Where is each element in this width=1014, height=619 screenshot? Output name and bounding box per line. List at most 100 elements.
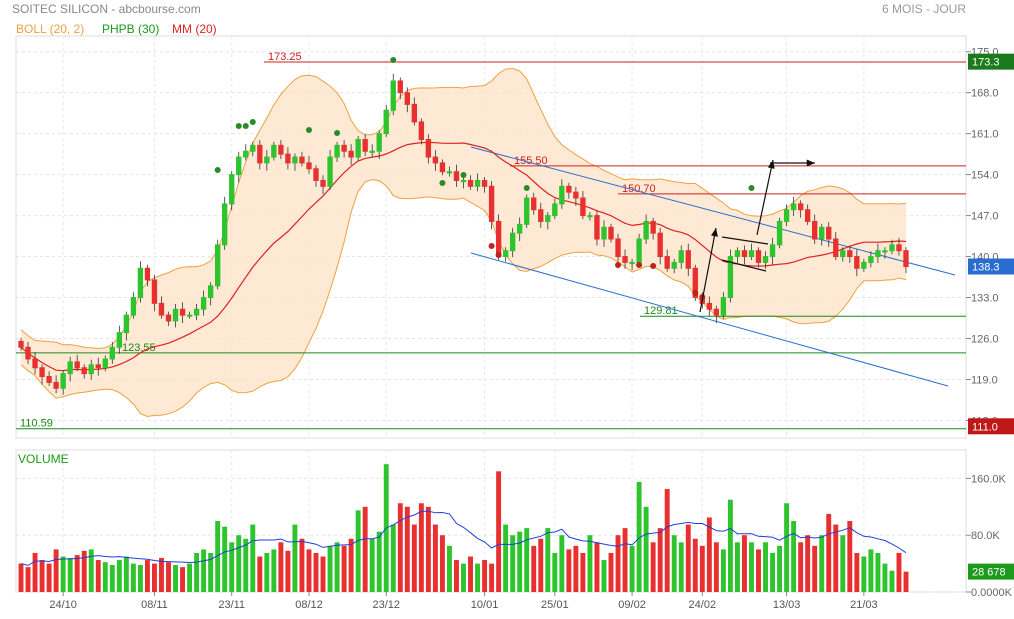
candle-body: [769, 244, 776, 258]
candle-body: [250, 144, 256, 152]
volume-bar: [81, 550, 87, 592]
candle-body: [243, 150, 249, 158]
candle-body: [418, 121, 425, 140]
candle-body: [790, 203, 797, 211]
candle-body: [207, 285, 214, 299]
y-tick-label: 126.0: [971, 334, 999, 346]
candle-body: [236, 156, 242, 176]
volume-bar: [847, 521, 853, 592]
candle-body: [847, 250, 853, 258]
candle-body: [502, 250, 509, 258]
candle-body: [397, 80, 403, 94]
level-label: 123.55: [122, 342, 156, 354]
candle-body: [123, 314, 130, 334]
candle-body: [727, 256, 734, 299]
volume-bar: [622, 528, 628, 592]
volume-bar: [566, 549, 572, 592]
candle-body: [566, 185, 572, 193]
volume-bar: [531, 545, 537, 592]
level-label: 173.25: [268, 51, 302, 63]
annotation-flag-line: [721, 236, 769, 245]
volume-bar: [868, 549, 874, 592]
candle-body: [369, 150, 375, 153]
candle-body: [320, 179, 326, 187]
candle-body: [25, 346, 31, 360]
volume-bar: [404, 506, 410, 592]
volume-bar: [882, 563, 888, 592]
candle-body: [151, 279, 158, 304]
volume-bar: [194, 552, 200, 592]
candle-body: [130, 297, 137, 316]
peak-marker: [390, 57, 397, 63]
volume-bar: [327, 545, 333, 592]
y-tick-label: 147.0: [971, 211, 999, 223]
candle-body: [439, 162, 446, 173]
volume-bar: [376, 531, 382, 592]
volume-bar: [67, 557, 73, 592]
candle-body: [889, 244, 895, 252]
volume-bar: [692, 538, 698, 592]
candle-body: [474, 179, 481, 187]
candle-body: [531, 197, 537, 211]
volume-bar: [875, 552, 881, 592]
candle-body: [341, 144, 347, 152]
candle-body: [285, 153, 291, 164]
candle-body: [734, 250, 741, 258]
volume-bar: [439, 535, 445, 592]
candle-body: [692, 267, 698, 299]
candle-body: [292, 156, 298, 164]
volume-bar: [32, 552, 38, 592]
volume-bar: [397, 503, 403, 592]
candle-body: [664, 256, 670, 269]
candle-body: [222, 203, 228, 246]
annotation-arrow: [756, 159, 774, 236]
volume-bar: [706, 517, 712, 592]
candle-body: [229, 174, 235, 205]
volume-bar: [664, 489, 670, 592]
volume-bar: [741, 535, 747, 592]
annotation-arrow: [699, 227, 717, 313]
volume-bar: [446, 545, 452, 592]
candle-body: [144, 267, 151, 281]
x-tick-label: 10/01: [471, 599, 499, 611]
candle-body: [460, 179, 467, 183]
candle-body: [165, 314, 172, 322]
volume-bar: [524, 528, 530, 592]
peak-marker: [748, 185, 755, 191]
volume-bar: [102, 562, 108, 592]
candle-body: [432, 156, 439, 164]
x-tick-label: 23/12: [372, 599, 400, 611]
volume-bar: [123, 556, 129, 592]
volume-bar: [805, 535, 811, 592]
level-label: 150.70: [622, 183, 656, 195]
volume-title: VOLUME: [18, 452, 69, 466]
volume-bar: [60, 556, 66, 592]
candle-body: [18, 340, 24, 348]
volume-bar: [116, 560, 122, 592]
candle-body: [882, 250, 888, 253]
bollinger-upper-line: [20, 67, 907, 350]
y-tick-label: 119.0: [971, 374, 998, 386]
candle-body: [467, 179, 474, 187]
peak-marker: [235, 123, 242, 129]
candle-body: [102, 358, 108, 369]
candle-body: [172, 308, 179, 322]
volume-bar: [348, 538, 354, 592]
volume-bar: [819, 535, 825, 592]
volume-bar: [88, 549, 94, 592]
legend-bollinger: BOLL (20, 2): [16, 22, 85, 36]
volume-bar: [650, 542, 656, 592]
volume-bar: [671, 535, 677, 592]
volume-tick-label: 160.0K: [971, 473, 1007, 485]
volume-bar: [39, 560, 45, 592]
volume-bar: [137, 565, 143, 592]
volume-bar: [25, 567, 31, 592]
volume-bar: [777, 545, 783, 592]
volume-bar: [151, 563, 157, 592]
candle-body: [854, 256, 860, 269]
volume-bar: [187, 563, 193, 592]
period-label: 6 MOIS - JOUR: [881, 2, 966, 16]
volume-bar: [222, 526, 228, 592]
candle-body: [706, 302, 713, 310]
